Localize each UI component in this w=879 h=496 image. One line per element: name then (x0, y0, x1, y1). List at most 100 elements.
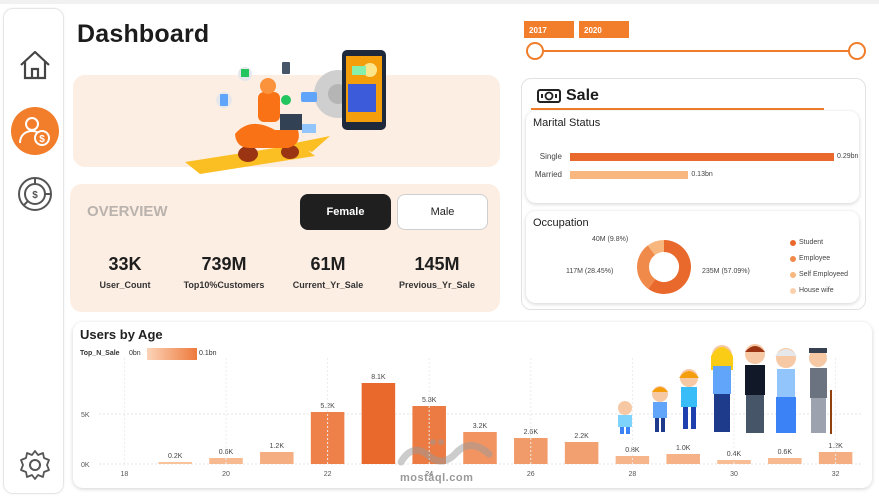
kpi-label: Current_Yr_Sale (292, 280, 364, 290)
x-tick-label: 18 (121, 471, 129, 478)
x-tick-label: 20 (222, 471, 230, 478)
sale-title: Sale (566, 87, 599, 104)
occupation-legend-item: House wife (790, 287, 834, 294)
occupation-slice-label: 40M (9.8%) (592, 236, 629, 243)
kpi-label: Previous_Yr_Sale (398, 280, 476, 290)
x-tick-label: 28 (629, 471, 637, 478)
occupation-slice-label: 117M (28.45%) (566, 268, 614, 275)
legend-dot-icon (790, 287, 796, 294)
age-bar-label: 2.2K (574, 433, 589, 440)
top-border (0, 0, 879, 4)
marital-category-label: Single (539, 152, 562, 161)
kpi-value: 739M (201, 254, 247, 274)
marital-bar (570, 153, 834, 161)
users-by-age-title: Users by Age (80, 327, 163, 342)
male-button[interactable]: Male (397, 194, 488, 230)
occupation-legend-item: Employee (790, 255, 830, 262)
year-slider-end-handle[interactable] (848, 42, 866, 60)
age-bar-label: 0.6K (778, 449, 793, 456)
kpi-current-yr-sale: 61M Current_Yr_Sale (273, 254, 383, 290)
sidebar-item-home[interactable] (11, 41, 59, 89)
age-bar-label: 0.2K (168, 453, 183, 460)
kpi-top10-customers: 739M Top10%Customers (169, 254, 279, 290)
y-tick-label: 5K (81, 412, 90, 419)
occupation-title: Occupation (533, 217, 589, 229)
watermark-logo (397, 439, 493, 466)
family-illustration (618, 344, 832, 434)
occupation-slice (637, 245, 656, 289)
age-bar[interactable] (260, 452, 294, 464)
x-tick-label: 26 (527, 471, 535, 478)
age-bar[interactable] (209, 458, 243, 464)
kpi-value: 145M (414, 254, 460, 274)
age-bar[interactable] (768, 458, 802, 464)
age-bar[interactable] (361, 383, 396, 464)
sidebar: $ $ (3, 8, 64, 494)
settings-icon (20, 450, 50, 480)
occupation-slice (648, 240, 691, 294)
overview-title: OVERVIEW (87, 203, 168, 220)
age-bar-label: 2.6K (524, 429, 539, 436)
sale-underline (531, 108, 824, 110)
delivery-illustration (185, 50, 386, 174)
marital-status-title: Marital Status (533, 117, 601, 129)
occupation-card: Occupation 235M (57.09%) 117M (28.45%) 40M… (526, 211, 859, 303)
kpi-label: Top10%Customers (183, 280, 265, 290)
age-bar-label: 0.6K (219, 449, 234, 456)
top-n-sale-label: Top_N_Sale (80, 350, 120, 357)
age-bar-label: 8.1K (371, 374, 386, 381)
age-bar[interactable] (158, 462, 192, 464)
legend-dot-icon (790, 255, 796, 262)
svg-text:$: $ (39, 134, 45, 145)
year-to-input[interactable]: 2020 (579, 21, 629, 38)
age-bar-label: 3.2K (473, 423, 488, 430)
x-tick-label: 22 (324, 471, 332, 478)
occupation-donut-chart (637, 240, 691, 294)
marital-status-card: Marital Status Single 0.29bn Married 0.13bn (526, 111, 859, 203)
legend-label: Student (799, 239, 824, 246)
occupation-slice-label: 235M (57.09%) (702, 268, 750, 275)
users-by-age-chart: 0K5K180.2K0.6K201.2K5.2K228.1K5.8K243.2K… (81, 358, 861, 478)
gradient-max-label: 0.1bn (199, 350, 217, 357)
sidebar-item-settings[interactable] (11, 441, 59, 489)
y-tick-label: 0K (81, 462, 90, 469)
age-bar-label: 1.0K (676, 445, 691, 452)
kpi-value: 61M (310, 254, 346, 274)
marital-bar (570, 171, 689, 179)
x-tick-label: 32 (832, 471, 840, 478)
kpi-label: User_Count (99, 280, 151, 290)
page-title: Dashboard (77, 20, 210, 48)
user-money-icon: $ (19, 117, 50, 146)
age-bar[interactable] (564, 442, 599, 464)
overview-panel: OVERVIEW Female Male 33K User_Count 739M… (70, 184, 500, 312)
kpi-user-count: 33K User_Count (70, 254, 180, 290)
year-from-input[interactable]: 2017 (524, 21, 574, 38)
female-button[interactable]: Female (300, 194, 391, 230)
legend-label: Employee (799, 255, 831, 262)
kpi-previous-yr-sale: 145M Previous_Yr_Sale (382, 254, 492, 290)
watermark-text: mostaql.com (400, 472, 474, 484)
sidebar-item-sales[interactable]: $ (11, 170, 59, 218)
x-tick-label: 24 (425, 471, 433, 478)
marital-bar-value: 0.13bn (691, 171, 713, 178)
gradient-legend-bar (147, 348, 197, 360)
legend-label: House wife (799, 287, 834, 294)
legend-label: Self Employeed (799, 271, 849, 278)
occupation-legend-item: Self Employeed (790, 271, 848, 278)
marital-bar-value: 0.29bn (837, 153, 859, 160)
sidebar-item-customers[interactable]: $ (11, 107, 59, 155)
marital-category-label: Married (534, 170, 562, 179)
svg-text:$: $ (32, 190, 38, 201)
home-icon (20, 50, 50, 80)
age-bar-label: 1.2K (270, 443, 285, 450)
year-slider-track[interactable] (534, 50, 857, 52)
money-icon (537, 89, 561, 103)
year-slider-start-handle[interactable] (526, 42, 544, 60)
age-bar-label: 5.8K (422, 397, 437, 404)
legend-dot-icon (790, 239, 796, 246)
kpi-value: 33K (108, 254, 142, 274)
users-by-age-card: Users by Age Top_N_Sale 0bn 0.1bn 0K 5K 18… (73, 322, 872, 488)
chart-donut-icon: $ (18, 177, 52, 211)
gradient-min-label: 0bn (129, 350, 141, 357)
age-bar[interactable] (666, 454, 700, 464)
